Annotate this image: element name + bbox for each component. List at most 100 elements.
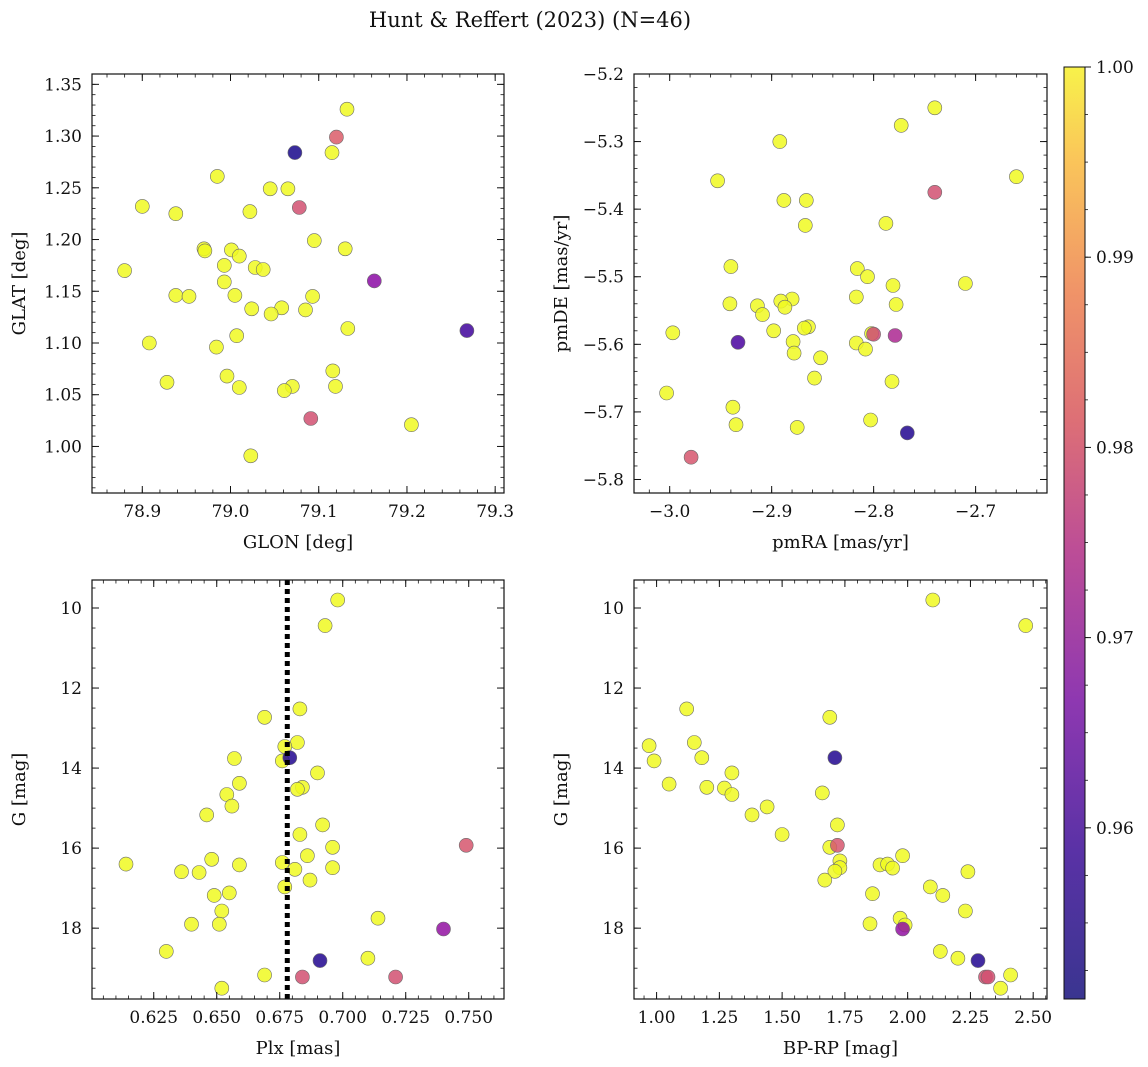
y-tick-label: −5.4	[583, 200, 624, 220]
data-point	[884, 374, 900, 389]
data-point	[232, 380, 247, 395]
data-point	[459, 323, 475, 338]
data-point	[222, 885, 237, 901]
x-tick-label: 1.00	[638, 1008, 676, 1028]
x-tick-label: 0.750	[444, 1008, 493, 1028]
data-point	[290, 781, 305, 797]
data-point	[895, 921, 910, 937]
data-point	[730, 334, 746, 350]
data-point	[184, 916, 199, 932]
data-point	[641, 738, 657, 754]
panel-pmra-pmde: −3.0 −2.9 −2.8 −2.7 −5.8 −5.7 −5.6 −5.5 −5.4 −5.3…	[551, 65, 1048, 553]
data-point	[814, 785, 830, 801]
data-point	[927, 100, 943, 116]
data-point	[117, 263, 132, 278]
data-point	[848, 289, 864, 305]
x-tick-label: 78.9	[123, 502, 161, 522]
x-tick-label: 1.50	[763, 1008, 801, 1028]
data-point	[960, 864, 976, 880]
data-point	[370, 910, 386, 926]
y-tick-label: 14	[60, 759, 82, 779]
y-axis-label: pmDE [mas/yr]	[551, 215, 572, 353]
data-point	[858, 341, 873, 357]
data-point	[227, 751, 242, 766]
data-point	[310, 765, 325, 781]
data-point	[710, 173, 725, 189]
data-point	[724, 765, 740, 781]
data-point	[723, 259, 739, 274]
data-point	[232, 248, 247, 264]
data-point	[776, 193, 792, 208]
y-tick-label: −5.2	[583, 65, 624, 85]
data-point	[217, 258, 232, 273]
x-tick-label: 0.650	[192, 1008, 241, 1028]
y-tick-label: −5.8	[583, 470, 624, 490]
data-point	[229, 328, 244, 344]
data-point	[159, 944, 174, 959]
data-point	[665, 325, 681, 341]
data-point	[888, 297, 904, 312]
data-point	[209, 339, 224, 355]
data-point	[813, 350, 828, 366]
data-point	[255, 262, 271, 277]
data-point	[324, 145, 340, 160]
data-point	[797, 218, 813, 233]
data-point	[759, 799, 775, 815]
data-point	[298, 302, 313, 318]
data-point	[958, 276, 973, 291]
x-tick-label: −3.0	[649, 502, 690, 522]
y-tick-label: −5.5	[583, 268, 624, 288]
y-tick-label: −5.7	[583, 403, 624, 423]
data-point	[789, 420, 805, 435]
data-point	[214, 980, 230, 996]
y-tick-label: 10	[60, 599, 82, 619]
data-point	[659, 385, 674, 401]
data-point	[958, 903, 973, 919]
data-point	[325, 839, 340, 855]
data-point	[878, 216, 894, 231]
y-tick-label: 14	[602, 759, 624, 779]
data-point	[683, 449, 699, 465]
axes-frame	[91, 73, 505, 494]
data-point	[204, 851, 219, 867]
y-tick-label: 12	[60, 679, 82, 699]
data-point	[217, 274, 232, 290]
data-point	[330, 592, 346, 608]
y-axis-label: G [mag]	[9, 753, 30, 826]
data-point	[661, 776, 677, 792]
x-axis-label: BP-RP [mag]	[783, 1038, 898, 1059]
data-point	[899, 425, 915, 441]
axes-frame	[633, 73, 1048, 494]
data-point	[728, 417, 744, 433]
data-point	[817, 872, 833, 888]
data-point	[300, 848, 315, 864]
data-point	[830, 817, 845, 833]
data-point	[302, 872, 318, 888]
data-point	[993, 980, 1008, 996]
y-tick-label: 1.00	[44, 437, 82, 457]
data-point	[197, 243, 213, 259]
data-point	[862, 916, 878, 932]
data-point	[970, 953, 986, 968]
x-tick-label: 0.725	[381, 1008, 430, 1028]
data-point	[305, 289, 320, 304]
data-point	[328, 379, 343, 394]
data-point	[893, 118, 909, 133]
x-tick-label: 2.25	[951, 1008, 989, 1028]
data-point	[388, 969, 403, 985]
y-tick-label: 1.10	[44, 334, 82, 354]
y-tick-label: 16	[602, 839, 624, 859]
data-point	[242, 204, 258, 219]
y-tick-label: 18	[602, 919, 624, 939]
data-point	[927, 185, 943, 200]
y-tick-label: 12	[602, 679, 624, 699]
data-point	[774, 827, 790, 842]
data-point	[860, 269, 875, 285]
colorbar-tick-label: 0.96	[1096, 819, 1134, 839]
y-tick-label: 18	[60, 919, 82, 939]
data-point	[181, 289, 197, 304]
data-point	[262, 181, 278, 197]
data-point	[950, 950, 966, 966]
data-point	[827, 750, 843, 766]
